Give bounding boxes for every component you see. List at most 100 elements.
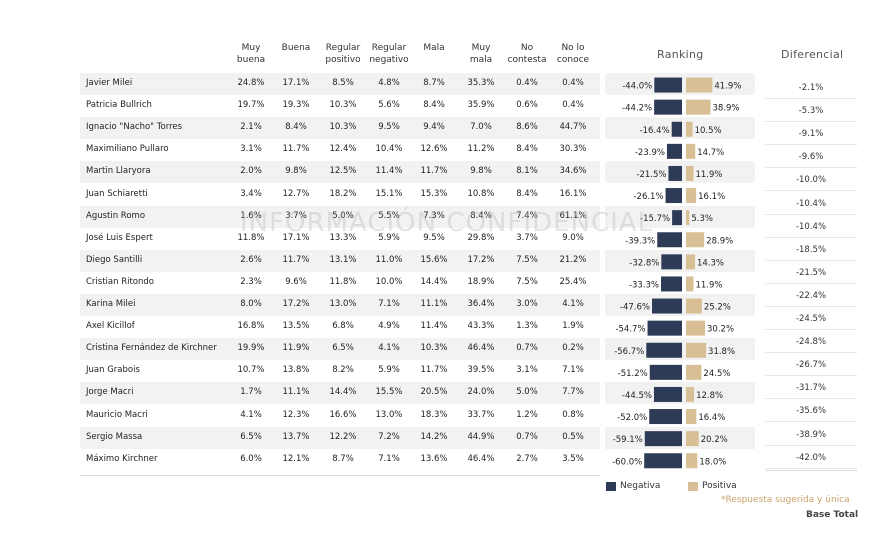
table-cell: 7.7% [562,387,584,398]
bar-positive [686,298,702,314]
legend-negative-label: Negativa [620,481,661,491]
diff-bottom-rule [765,470,857,471]
table-cell: 3.1% [516,365,538,376]
label-positive: 20.2% [701,435,728,445]
table-cell: 15.1% [375,188,403,199]
label-positive: 16.4% [698,413,725,423]
table-cell: 7.1% [562,365,584,376]
bar-negative [654,99,682,115]
table-cell: 1.3% [516,321,538,332]
bar-negative [657,232,682,248]
table-cell: 19.3% [282,100,310,111]
diferencial-value: -26.7% [795,360,827,371]
table-cell: 12.4% [329,144,357,155]
table-cell: 5.0% [516,387,538,398]
bar-positive [686,232,705,248]
table-cell: 17.1% [282,78,310,88]
candidate-name: Karina Milei [86,299,136,309]
label-positive: 11.9% [695,280,722,290]
table-cell: 21.2% [559,254,587,265]
table-row: Jorge Macri 1.7% 11.1% 14.4% 15.5% 20.5% 24.0%… [80,382,600,405]
candidate-name: Mauricio Macri [86,409,148,420]
table-cell: 61.1% [559,210,587,221]
diferencial-row [765,192,857,215]
table-cell: 5.9% [378,365,400,376]
table-cell: 35.3% [467,78,495,88]
table-cell: 7.2% [378,431,400,442]
table-bottom-rule [80,475,600,476]
table-cell: 3.1% [240,144,262,155]
table-cell: 11.9% [282,343,310,354]
bar-negative [654,77,682,93]
diferencial-row [765,99,857,123]
table-cell: 4.8% [378,78,400,88]
bar-positive [686,99,711,115]
bar-negative [644,453,682,469]
diferencial-value: -38.9% [795,429,827,440]
table-cell: 24.8% [237,78,265,88]
table-cell: 34.6% [559,166,587,177]
diferencial-row [765,307,857,330]
bar-positive [686,77,713,93]
bar-negative [649,364,682,380]
table-cell: 8.7% [332,453,354,464]
diferencial-row [765,238,857,261]
candidate-name: Patricia Bullrich [86,100,152,111]
table-cell: 13.0% [375,409,403,420]
candidate-name: Martin Llaryora [86,166,151,177]
bar-negative [652,298,682,314]
candidate-name: Sergio Massa [86,431,143,442]
table-cell: 12.7% [282,188,310,199]
table-cell: 19.9% [237,343,265,354]
table-cell: 7.0% [470,122,492,133]
table-cell: 17.2% [467,254,495,265]
column-header: Muy mala [469,43,493,65]
bar-positive [686,453,698,469]
bar-negative [668,165,682,181]
bar-positive [686,431,699,447]
diferencial-row [765,145,857,169]
bar-negative [672,210,682,226]
table-cell: 8.1% [516,166,538,177]
label-positive: 31.8% [708,347,735,357]
table-cell: 0.8% [562,409,584,420]
table-cell: 3.7% [516,232,538,243]
table-cell: 11.1% [420,299,448,309]
bar-negative [644,431,682,447]
label-positive: 16.1% [698,192,725,202]
table-cell: 12.6% [420,144,448,155]
legend-positive-label: Positiva [702,481,737,491]
label-positive: 14.7% [697,148,724,158]
table-cell: 19.7% [237,100,265,111]
label-negative: -44.0% [622,82,652,92]
table-cell: 11.7% [420,166,448,177]
table-cell: 4.1% [378,343,400,354]
table-cell: 15.6% [420,254,448,265]
diferencial-value: -42.0% [795,452,827,463]
table-cell: 46.4% [467,453,495,464]
table-cell: 8.4% [516,144,538,155]
table-cell: 0.4% [562,100,584,111]
table-cell: 2.0% [240,166,262,177]
table-cell: 9.5% [423,232,445,243]
table-row: Martin Llaryora 2.0% 9.8% 12.5% 11.4% 11.7% 9.… [80,161,600,184]
label-positive: 12.8% [696,391,723,401]
bar-positive [686,364,702,380]
table-cell: 9.8% [470,166,492,177]
diferencial-row [765,215,857,238]
candidate-name: Cristina Fernández de Kirchner [86,343,217,354]
bar-positive [686,188,697,204]
table-cell: 12.1% [282,453,310,464]
table-cell: 10.3% [420,343,448,354]
table-cell: 13.0% [329,299,357,309]
diferencial-row [765,76,857,99]
bar-positive [686,276,694,292]
table-cell: 8.4% [423,100,445,111]
note-suggested-response: *Respuesta sugerida y única [721,495,850,505]
table-cell: 0.4% [516,78,538,88]
table-cell: 11.7% [420,365,448,376]
table-cell: 12.5% [329,166,357,177]
table-cell: 7.1% [378,453,400,464]
table-row: Juan Schiaretti 3.4% 12.7% 18.2% 15.1% 15.3% 1… [80,184,600,206]
table-cell: 8.7% [423,78,445,88]
